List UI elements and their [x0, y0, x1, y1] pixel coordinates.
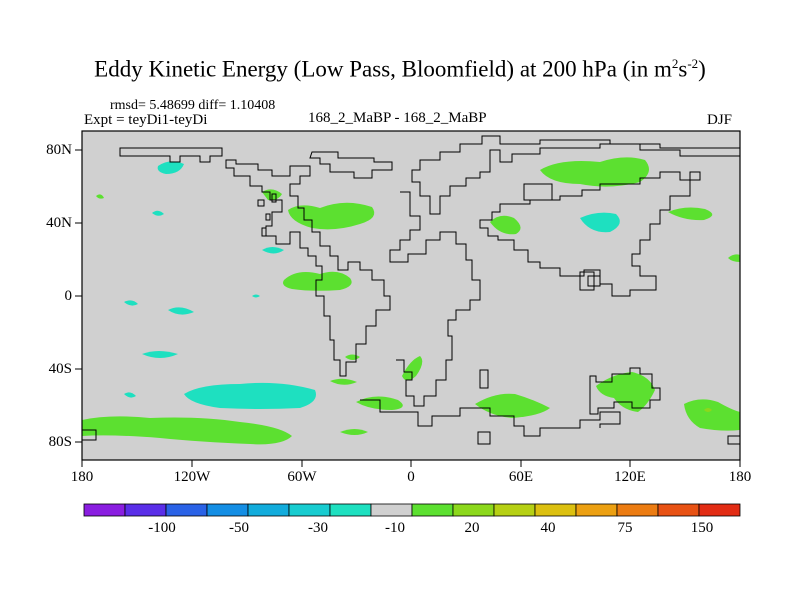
anomaly-region: [340, 429, 368, 435]
lat-tick-label: 40N: [46, 215, 72, 231]
coastline-antarctica: [360, 399, 621, 437]
chart-title: Eddy Kinetic Energy (Low Pass, Bloomfiel…: [94, 56, 706, 82]
lat-tick-label: 80N: [46, 142, 72, 158]
coastline-australia: [589, 367, 661, 415]
anomaly-region: [252, 294, 260, 298]
anomaly-region: [152, 210, 164, 216]
colorbar: [83, 503, 741, 517]
coastline-europe-africa: [389, 191, 481, 407]
anomaly-region: [475, 393, 550, 418]
lon-tick-label: 180: [70, 469, 94, 485]
anomaly-region: [684, 399, 740, 431]
anomaly-region: [330, 378, 357, 385]
lon-tick-label: 60E: [508, 469, 534, 485]
anomaly-region: [704, 408, 712, 412]
anomaly-region: [124, 300, 138, 306]
colorbar-label: 20: [464, 520, 480, 536]
lon-tick-label: 120E: [614, 469, 646, 485]
coastline-caspian: [523, 183, 553, 201]
colorbar-box: [657, 503, 700, 517]
colorbar-box: [575, 503, 618, 517]
anomaly-region: [728, 254, 740, 262]
lat-tick-label: 40S: [48, 361, 72, 377]
colorbar-box: [124, 503, 167, 517]
case-label: 168_2_MaBP - 168_2_MaBP: [308, 110, 487, 126]
coastline-canadian-islands: [257, 193, 277, 237]
anomaly-region: [490, 215, 521, 235]
negative-anomaly-regions: [124, 161, 620, 409]
positive-anomaly-regions: [82, 157, 740, 445]
colorbar-label: -30: [308, 520, 328, 536]
colorbar-label: -10: [385, 520, 405, 536]
colorbar-box: [698, 503, 741, 517]
colorbar-box: [206, 503, 249, 517]
anomaly-region: [157, 161, 184, 174]
coastline-maritime-continent: [579, 271, 601, 291]
colorbar-label: 150: [690, 520, 714, 536]
colorbar-box: [288, 503, 331, 517]
anomaly-region: [402, 356, 423, 381]
coastline-madagascar: [479, 369, 489, 389]
anomaly-region: [96, 194, 104, 199]
colorbar-label: 40: [540, 520, 556, 536]
lon-tick-label: 60W: [287, 469, 317, 485]
anomaly-region: [262, 247, 284, 254]
anomaly-region: [184, 382, 316, 409]
rmsd-stats: rmsd= 5.48699 diff= 1.10408: [110, 98, 276, 113]
experiment-label: Expt = teyDi1-teyDi: [84, 112, 208, 128]
lat-tick-label: 80S: [48, 434, 72, 450]
anomaly-region: [283, 271, 352, 291]
lon-tick-label: 120W: [173, 469, 211, 485]
colorbar-label: -100: [148, 520, 176, 536]
lon-tick-label: 180: [728, 469, 752, 485]
anomaly-region: [124, 392, 136, 398]
anomaly-region: [288, 202, 375, 230]
anomaly-region: [82, 416, 292, 445]
axis-ticks: [75, 149, 741, 467]
colorbar-box: [83, 503, 126, 517]
colorbar-box: [370, 503, 413, 517]
colorbar-box: [247, 503, 290, 517]
colorbar-box: [165, 503, 208, 517]
colorbar-box: [493, 503, 536, 517]
anomaly-region: [142, 351, 178, 358]
colorbar-box: [411, 503, 454, 517]
colorbar-label: -50: [229, 520, 249, 536]
anomaly-region: [668, 207, 713, 221]
coastline-arctic: [119, 147, 223, 163]
lon-tick-label: 0: [407, 469, 415, 485]
season-label: DJF: [707, 112, 733, 128]
anomaly-region: [540, 157, 649, 187]
colorbar-box: [329, 503, 372, 517]
lat-tick-label: 0: [64, 288, 73, 304]
coastline-greenland: [309, 151, 393, 179]
colorbar-label: 75: [617, 520, 633, 536]
colorbar-box: [616, 503, 659, 517]
colorbar-box: [452, 503, 495, 517]
anomaly-region: [168, 307, 194, 315]
coastline-asia-east: [479, 171, 701, 297]
anomaly-region: [580, 212, 620, 233]
colorbar-box: [534, 503, 577, 517]
